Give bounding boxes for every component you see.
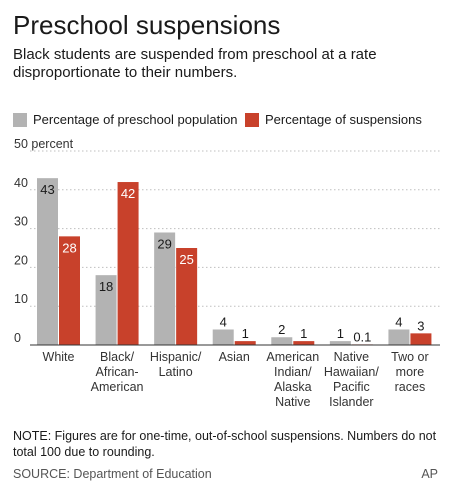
- data-label-suspensions-6: 3: [417, 318, 424, 333]
- y-tick-label-20: 20: [14, 253, 28, 267]
- footer: SOURCE: Department of Education AP: [13, 467, 438, 481]
- bar-population-1: [95, 275, 117, 345]
- legend-label-suspensions: Percentage of suspensions: [265, 112, 422, 127]
- x-tick-label-2: Hispanic/Latino: [150, 350, 202, 379]
- bar-population-5: [329, 341, 351, 345]
- bar-suspensions-2: [176, 248, 198, 345]
- x-tick-label-line: Indian/: [274, 365, 312, 379]
- bar-suspensions-6: [410, 333, 432, 345]
- data-label-suspensions-4: 1: [300, 326, 307, 341]
- y-tick-label-40: 40: [14, 176, 28, 190]
- x-tick-label-line: Two or: [391, 350, 429, 364]
- data-label-suspensions-1: 42: [121, 186, 135, 201]
- bar-population-3: [212, 329, 234, 345]
- legend-swatch-suspensions: [245, 112, 259, 127]
- legend-item-suspensions: Percentage of suspensions: [245, 112, 422, 127]
- x-tick-label-5: Native Hawaiian/Pacific Islander: [324, 350, 379, 409]
- x-tick-label-1: Black/African-American: [91, 350, 144, 394]
- x-tick-label-line: races: [395, 380, 426, 394]
- chart-subtitle: Black students are suspended from presch…: [13, 46, 377, 81]
- data-label-suspensions-3: 1: [242, 326, 249, 341]
- data-label-population-3: 4: [220, 314, 227, 329]
- x-tick-label-line: African-: [96, 365, 139, 379]
- y-tick-label-30: 30: [14, 215, 28, 229]
- data-label-population-1: 18: [99, 279, 113, 294]
- bar-population-4: [271, 337, 293, 345]
- chart-note: NOTE: Figures are for one-time, out-of-s…: [13, 429, 437, 459]
- x-tick-label-line: Latino: [159, 365, 193, 379]
- x-tick-label-line: Hawaiian/: [324, 365, 379, 379]
- x-tick-label-0: White: [43, 350, 75, 364]
- bar-suspensions-1: [117, 182, 139, 345]
- chart-title: Preschool suspensions: [13, 10, 281, 40]
- x-tick-label-line: American: [91, 380, 144, 394]
- data-label-population-0: 43: [40, 182, 54, 197]
- legend-swatch-population: [13, 112, 27, 127]
- x-tick-label-line: Hispanic/: [150, 350, 202, 364]
- legend: Percentage of preschool population Perce…: [13, 112, 443, 128]
- y-tick-label-0: 0: [14, 331, 21, 345]
- data-label-suspensions-2: 25: [179, 252, 193, 267]
- x-tick-label-line: Pacific: [333, 380, 370, 394]
- x-tick-label-line: American: [266, 350, 319, 364]
- source-text: SOURCE: Department of Education: [13, 467, 212, 481]
- x-tick-label-line: Asian: [219, 350, 250, 364]
- data-label-population-5: 1: [337, 326, 344, 341]
- x-tick-label-line: Black/: [100, 350, 135, 364]
- x-tick-label-line: Native: [334, 350, 369, 364]
- x-tick-label-line: Islander: [329, 395, 373, 409]
- bar-population-0: [37, 178, 58, 345]
- bar-suspensions-0: [59, 236, 80, 345]
- data-label-population-6: 4: [395, 314, 402, 329]
- y-tick-label-50: 50 percent: [14, 138, 74, 151]
- bar-population-6: [388, 329, 410, 345]
- x-tick-label-line: Native: [275, 395, 310, 409]
- data-label-population-2: 29: [157, 236, 171, 251]
- bar-suspensions-3: [234, 341, 256, 345]
- x-tick-label-6: Two or more races: [391, 350, 429, 394]
- credit-text: AP: [421, 467, 438, 481]
- data-label-suspensions-0: 28: [62, 240, 76, 255]
- bar-suspensions-4: [293, 341, 315, 345]
- legend-label-population: Percentage of preschool population: [33, 112, 238, 127]
- x-tick-label-3: Asian: [219, 350, 250, 364]
- data-label-suspensions-5: 0.1: [353, 329, 371, 344]
- legend-item-population: Percentage of preschool population: [13, 112, 238, 127]
- bar-population-2: [154, 232, 176, 345]
- x-tick-label-line: Alaska: [274, 380, 312, 394]
- x-tick-label-line: more: [396, 365, 425, 379]
- data-label-population-4: 2: [278, 322, 285, 337]
- x-tick-label-4: American Indian/Alaska Native: [266, 350, 319, 409]
- x-tick-label-line: White: [43, 350, 75, 364]
- y-tick-label-10: 10: [14, 292, 28, 306]
